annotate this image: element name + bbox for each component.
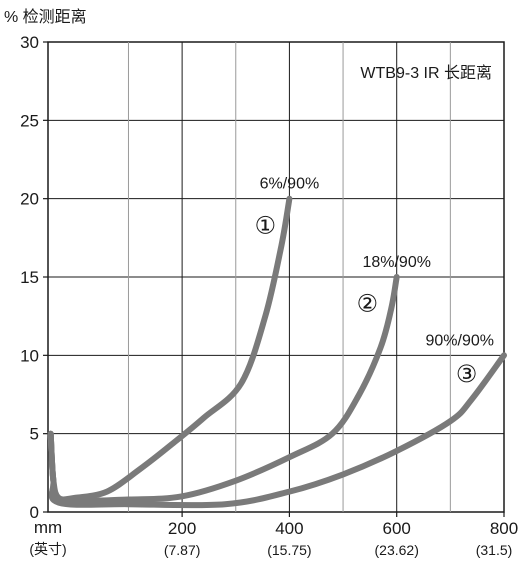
series-marker-3: ③	[456, 360, 478, 388]
series-labels: 6%/90% ① 18%/90% ② 90%/90% ③	[255, 176, 494, 388]
series-marker-1: ①	[255, 211, 277, 239]
series-lines	[47, 195, 507, 509]
x-axis-unit: (英寸)	[29, 541, 66, 557]
x-tick-sublabel: (23.62)	[375, 542, 419, 558]
x-tick-label: 600	[383, 519, 411, 538]
series-label-2: 18%/90%	[362, 254, 431, 271]
x-tick-sublabel: (15.75)	[267, 542, 311, 558]
series-marker-2: ②	[356, 290, 378, 318]
chart-title: WTB9-3 IR 长距离	[360, 64, 492, 82]
series-line-3	[47, 352, 507, 509]
x-tick-label: 200	[168, 519, 196, 538]
x-tick-label: 400	[275, 519, 303, 538]
y-tick-label: 20	[20, 190, 39, 209]
x-tick-sublabel: (31.5)	[476, 542, 513, 558]
y-tick-label: 10	[20, 346, 39, 365]
x-axis-title: mm	[34, 518, 62, 537]
y-tick-label: 25	[20, 111, 39, 130]
x-tick-sublabel: (7.87)	[164, 542, 201, 558]
series-label-1: 6%/90%	[260, 176, 320, 193]
x-tick-label: 800	[490, 519, 518, 538]
y-axis-title: % 检测距离	[4, 8, 87, 26]
series-label-3: 90%/90%	[426, 332, 495, 349]
y-tick-label: 5	[30, 425, 39, 444]
y-tick-label: 30	[20, 33, 39, 52]
y-tick-label: 0	[30, 503, 39, 522]
axis-ticks: 0 5 10 15 20 25 30 200 (7.87) 400 (15.75) 600 (23.62…	[20, 33, 518, 558]
y-tick-label: 15	[20, 268, 39, 287]
